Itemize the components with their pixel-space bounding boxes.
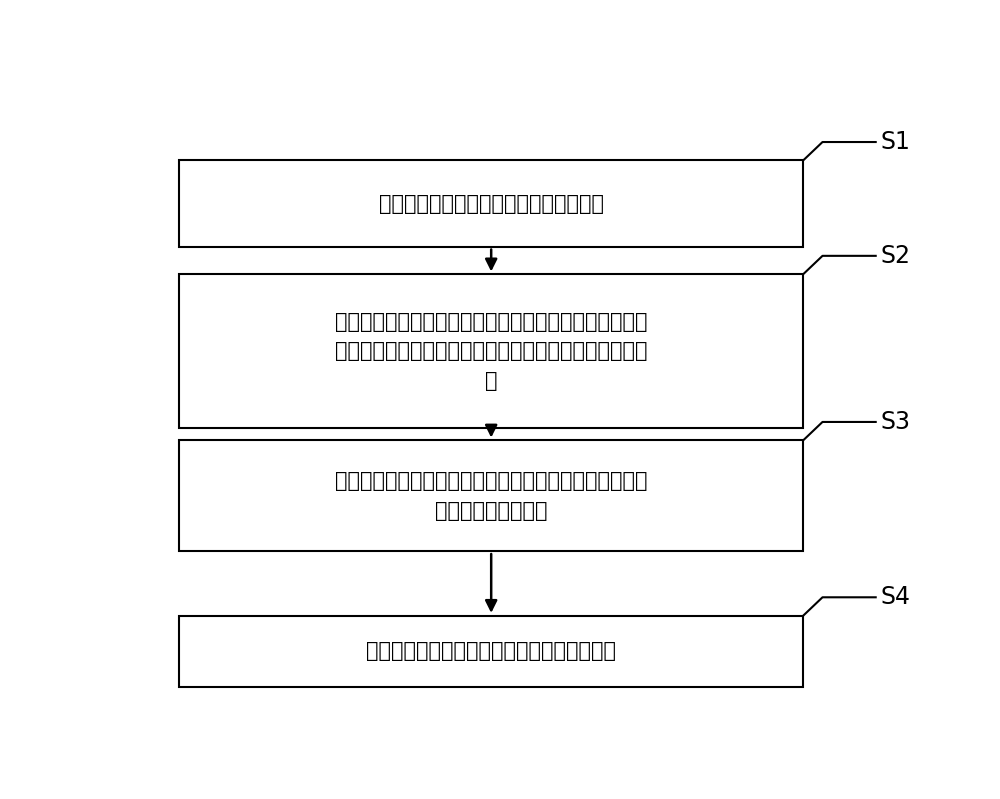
Bar [179, 616, 803, 686]
Text: S4: S4 [881, 586, 911, 610]
Bar [179, 161, 803, 247]
Text: 在所述第一面上形成图形化的第一掩膜层，所述第一掩膜
层中具有若干第一开口，第一开口用于定义第一栅线的位
置: 在所述第一面上形成图形化的第一掩膜层，所述第一掩膜 层中具有若干第一开口，第一开… [335, 312, 647, 391]
Text: S1: S1 [881, 130, 910, 154]
Text: S2: S2 [881, 244, 911, 268]
Bar [179, 274, 803, 428]
Text: 以所述第一掩膜层为掩膜，采用蒸镀工艺在所述第一开口
中形成所述第一栅线: 以所述第一掩膜层为掩膜，采用蒸镀工艺在所述第一开口 中形成所述第一栅线 [335, 471, 647, 521]
Text: 形成所述第一栅线之后，去除所述第一掩膜层: 形成所述第一栅线之后，去除所述第一掩膜层 [366, 641, 616, 661]
Bar [179, 440, 803, 551]
Text: 提供衬底器件，所述衬底器件具有第一面: 提供衬底器件，所述衬底器件具有第一面 [379, 193, 604, 213]
Text: S3: S3 [881, 410, 911, 434]
